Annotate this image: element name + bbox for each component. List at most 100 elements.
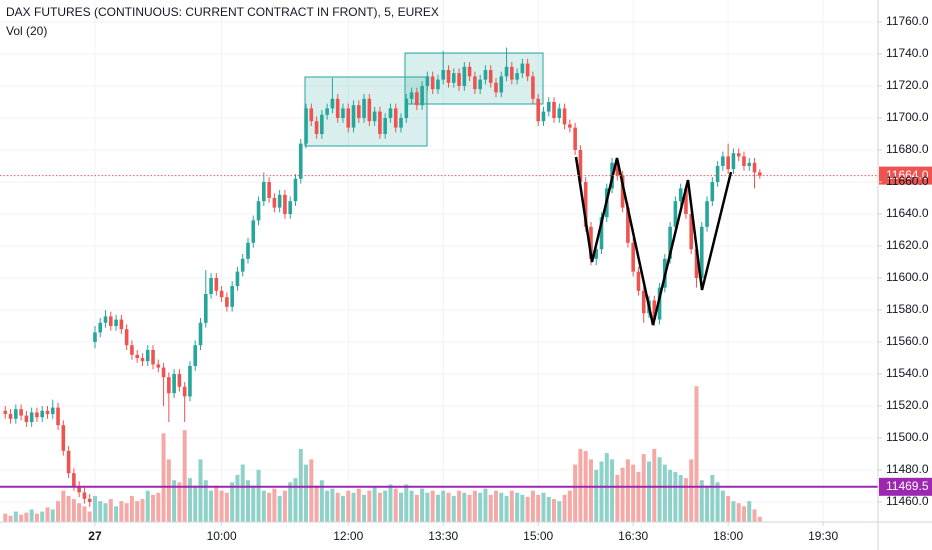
volume-bar bbox=[641, 454, 646, 522]
volume-bar bbox=[24, 512, 29, 522]
candle-body bbox=[235, 271, 240, 286]
volume-bar bbox=[129, 495, 134, 522]
candle-body bbox=[225, 297, 229, 307]
volume-bar bbox=[245, 480, 250, 522]
volume-bar bbox=[66, 495, 71, 522]
candle-body bbox=[668, 226, 672, 259]
volume-bar bbox=[673, 471, 678, 522]
candle-body bbox=[98, 322, 103, 333]
candle-body bbox=[436, 79, 440, 90]
candle-body bbox=[145, 350, 150, 362]
volume-bar bbox=[504, 495, 509, 522]
candle-body bbox=[705, 201, 709, 227]
volume-pane bbox=[3, 386, 762, 522]
candle-body bbox=[626, 207, 630, 243]
candle-body bbox=[61, 425, 66, 451]
volume-bar bbox=[462, 492, 467, 522]
volume-bar bbox=[267, 492, 272, 522]
volume-bar bbox=[594, 469, 599, 522]
volume-bar bbox=[356, 488, 361, 522]
volume-bar bbox=[235, 475, 240, 522]
volume-bar bbox=[478, 492, 483, 522]
volume-bar bbox=[256, 469, 261, 522]
candle-body bbox=[341, 108, 345, 118]
volume-bar bbox=[325, 490, 330, 522]
volume-bar bbox=[77, 503, 82, 522]
volume-bar bbox=[683, 478, 688, 522]
candle-body bbox=[119, 319, 124, 330]
candle-body bbox=[19, 409, 23, 416]
candle-body bbox=[467, 66, 472, 77]
candle-body bbox=[494, 82, 498, 93]
volume-bar bbox=[488, 494, 493, 522]
y-tick-label: 11580.0 bbox=[886, 302, 929, 316]
candle-body bbox=[267, 182, 271, 198]
candle-body bbox=[393, 108, 398, 128]
candle-body bbox=[214, 278, 219, 291]
candle-body bbox=[330, 98, 335, 109]
volume-bar bbox=[335, 492, 340, 522]
candle-body bbox=[272, 198, 277, 208]
volume-bar bbox=[372, 486, 377, 522]
candle-body bbox=[715, 166, 720, 182]
candle-body bbox=[520, 63, 525, 74]
candle-body bbox=[515, 73, 519, 80]
candle-body bbox=[451, 73, 456, 83]
candle-body bbox=[256, 201, 261, 221]
candle-body bbox=[531, 76, 535, 99]
candle-body bbox=[742, 156, 746, 166]
candle-body bbox=[130, 345, 134, 355]
volume-bar bbox=[309, 459, 314, 522]
candle-body bbox=[747, 162, 752, 166]
y-tick-label: 11640.0 bbox=[886, 206, 929, 220]
volume-bar bbox=[636, 471, 641, 522]
volume-bar bbox=[515, 492, 520, 522]
volume-bar bbox=[710, 475, 715, 522]
candle-body bbox=[462, 66, 467, 86]
candle-body bbox=[219, 290, 224, 298]
volume-bar bbox=[172, 480, 177, 522]
volume-bar bbox=[319, 480, 324, 522]
volume-bar bbox=[103, 503, 108, 522]
candle-body bbox=[262, 182, 266, 202]
x-tick-label: 12:00 bbox=[333, 529, 363, 543]
volume-bar bbox=[757, 516, 762, 522]
volume-bar bbox=[420, 488, 425, 522]
candle-body bbox=[24, 415, 29, 422]
volume-bar bbox=[726, 495, 731, 522]
y-tick-label: 11680.0 bbox=[886, 142, 929, 156]
candle-body bbox=[124, 329, 129, 346]
candle-body bbox=[636, 271, 641, 291]
volume-bar bbox=[177, 482, 182, 522]
volume-bar bbox=[720, 490, 725, 522]
volume-bar bbox=[736, 503, 741, 522]
volume-bar bbox=[219, 490, 224, 522]
volume-bar bbox=[588, 459, 593, 522]
candle-body bbox=[82, 492, 87, 499]
candle-body bbox=[568, 124, 572, 128]
price-label-box bbox=[879, 166, 932, 185]
candle-body bbox=[678, 188, 683, 202]
candle-body bbox=[726, 156, 730, 170]
candle-body bbox=[93, 332, 97, 342]
candle-body bbox=[752, 162, 757, 173]
volume-bar bbox=[272, 488, 277, 522]
volume-bar bbox=[536, 494, 541, 522]
y-tick-label: 11460.0 bbox=[886, 494, 929, 508]
volume-bar bbox=[182, 430, 187, 522]
volume-bar bbox=[399, 492, 404, 522]
volume-bar bbox=[277, 495, 282, 522]
volume-bar bbox=[499, 492, 504, 522]
candle-body bbox=[699, 226, 704, 278]
volume-bar bbox=[367, 490, 372, 522]
candle-body bbox=[383, 118, 387, 134]
volume-bar bbox=[198, 459, 203, 522]
candle-body bbox=[689, 214, 694, 250]
volume-bar bbox=[230, 482, 235, 522]
y-tick-label: 11720.0 bbox=[886, 78, 929, 92]
candle-body bbox=[251, 220, 256, 243]
candle-body bbox=[562, 108, 567, 125]
volume-bar bbox=[3, 513, 8, 522]
volume-bar bbox=[567, 490, 572, 522]
candle-body bbox=[188, 366, 192, 397]
